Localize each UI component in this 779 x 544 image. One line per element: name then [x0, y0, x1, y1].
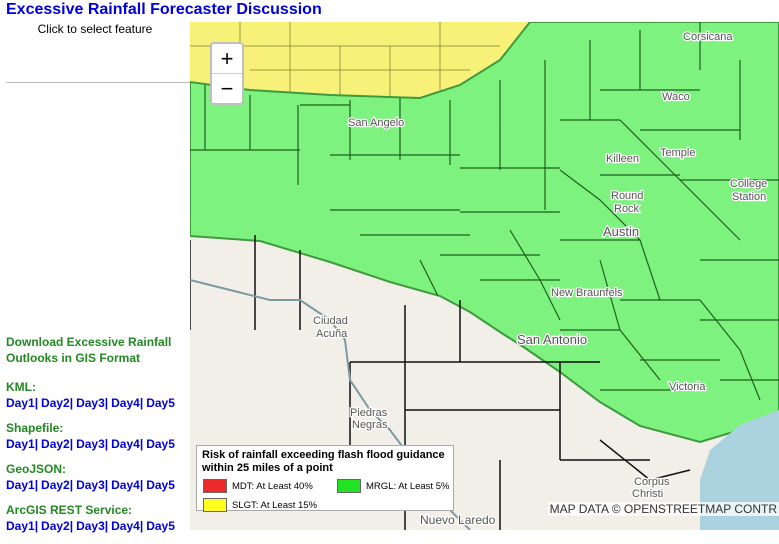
download-link[interactable]: Day1	[6, 437, 35, 451]
format-label: KML:	[6, 380, 36, 394]
legend-label: MDT: At Least 40%	[232, 480, 313, 492]
city-label: Killeen	[606, 153, 639, 165]
format-label: Shapefile:	[6, 421, 64, 435]
link-separator: |	[69, 519, 74, 533]
download-link[interactable]: Day4	[111, 478, 140, 492]
city-label: Corpus	[634, 476, 670, 488]
city-label: Rock	[614, 203, 640, 215]
download-link[interactable]: Day1	[6, 478, 35, 492]
legend-swatch	[203, 479, 227, 493]
download-link[interactable]: Day3	[76, 478, 105, 492]
city-label: Victoria	[669, 381, 706, 393]
download-link[interactable]: Day5	[146, 478, 175, 492]
mrgl-area	[190, 22, 779, 444]
slgt-area	[190, 22, 530, 98]
link-separator: |	[34, 437, 39, 451]
legend-item: SLGT: At Least 15%	[203, 498, 317, 512]
link-separator: |	[69, 396, 74, 410]
city-label: Austin	[603, 224, 639, 239]
legend-swatch	[203, 498, 227, 512]
download-link[interactable]: Day3	[76, 396, 105, 410]
city-label: Round	[611, 190, 643, 202]
legend: Risk of rainfall exceeding flash flood g…	[196, 445, 454, 512]
download-link[interactable]: Day2	[41, 437, 70, 451]
borders	[190, 235, 691, 530]
city-label: Nuevo Laredo	[420, 513, 496, 527]
legend-item: MDT: At Least 40%	[203, 479, 313, 493]
city-label: New Braunfels	[551, 287, 623, 299]
format-label: ArcGIS REST Service:	[6, 503, 133, 517]
download-link[interactable]: Day3	[76, 437, 105, 451]
link-separator: |	[139, 519, 144, 533]
downloads-panel: Download Excessive Rainfall Outlooks in …	[6, 334, 186, 544]
link-separator: |	[139, 437, 144, 451]
city-label: Christi	[632, 488, 663, 500]
download-link[interactable]: Day2	[41, 396, 70, 410]
city-label: Station	[732, 191, 766, 203]
city-label: Ciudad	[313, 315, 348, 327]
link-separator: |	[139, 396, 144, 410]
zoom-in-button[interactable]: +	[220, 46, 234, 71]
page-title: Excessive Rainfall Forecaster Discussion	[6, 1, 322, 18]
link-separator: |	[34, 519, 39, 533]
divider	[6, 82, 190, 83]
city-label: Piedras	[350, 407, 388, 419]
attribution: MAP DATA © OPENSTREETMAP CONTR	[547, 502, 779, 516]
map[interactable]: Corsicana Waco San Angelo Killeen Temple…	[190, 22, 779, 530]
city-label: Temple	[660, 147, 695, 159]
zoom-control: + −	[210, 42, 244, 105]
download-links: Day1| Day2| Day3| Day4| Day5	[6, 436, 186, 452]
download-link[interactable]: Day3	[76, 519, 105, 533]
water	[700, 410, 779, 530]
county-lines	[190, 22, 779, 401]
download-link[interactable]: Day5	[146, 437, 175, 451]
legend-label: SLGT: At Least 15%	[232, 499, 318, 511]
link-separator: |	[104, 396, 109, 410]
link-separator: |	[69, 478, 74, 492]
legend-swatch	[337, 479, 361, 493]
download-links: Day1| Day2| Day3| Day4| Day5	[6, 518, 186, 534]
download-link[interactable]: Day5	[146, 519, 175, 533]
download-link[interactable]: Day2	[41, 478, 70, 492]
page: Excessive Rainfall Forecaster Discussion…	[6, 1, 779, 533]
zoom-out-button[interactable]: −	[212, 73, 242, 103]
city-label: San Antonio	[517, 332, 587, 347]
download-link[interactable]: Day1	[6, 396, 35, 410]
city-label: Waco	[662, 91, 690, 103]
downloads-heading: Download Excessive Rainfall Outlooks in …	[6, 335, 172, 365]
link-separator: |	[34, 478, 39, 492]
link-separator: |	[104, 478, 109, 492]
download-link[interactable]: Day1	[6, 519, 35, 533]
link-separator: |	[104, 519, 109, 533]
link-separator: |	[139, 478, 144, 492]
link-separator: |	[104, 437, 109, 451]
download-links: Day1| Day2| Day3| Day4| Day5	[6, 395, 186, 411]
city-label: Acuña	[316, 328, 348, 340]
download-link[interactable]: Day4	[111, 437, 140, 451]
city-label: College	[730, 178, 767, 190]
link-separator: |	[69, 437, 74, 451]
format-label: GeoJSON:	[6, 462, 67, 476]
legend-item: MRGL: At Least 5%	[337, 479, 449, 493]
city-label: Corsicana	[683, 31, 733, 43]
download-links: Day1| Day2| Day3| Day4| Day5	[6, 477, 186, 493]
city-label: Negras	[352, 419, 388, 431]
legend-title: Risk of rainfall exceeding flash flood g…	[202, 449, 445, 474]
download-link[interactable]: Day4	[111, 519, 140, 533]
link-separator: |	[34, 396, 39, 410]
city-label: San Angelo	[348, 117, 404, 129]
download-link[interactable]: Day5	[146, 396, 175, 410]
download-link[interactable]: Day2	[41, 519, 70, 533]
legend-label: MRGL: At Least 5%	[366, 480, 450, 492]
instruction: Click to select feature	[37, 22, 153, 36]
download-link[interactable]: Day4	[111, 396, 140, 410]
